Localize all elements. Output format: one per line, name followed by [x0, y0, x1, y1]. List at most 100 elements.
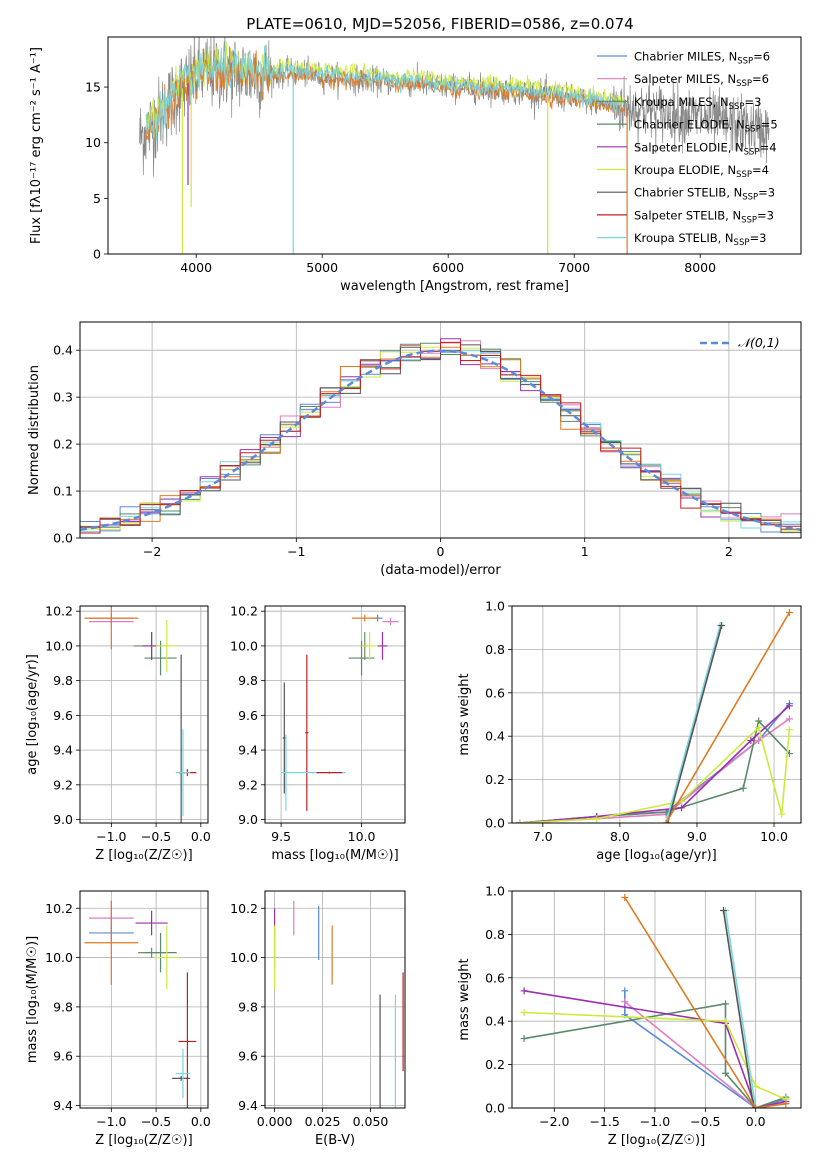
- y-tick-label: 0.4: [485, 729, 505, 744]
- y-tick-label: 9.6: [53, 708, 73, 723]
- series-marker: [520, 1035, 528, 1043]
- panel-spectrum: 4000 5000 6000 7000 8000 0 5 10 15 wavelength [An…: [29, 36, 802, 294]
- series-marker: [785, 702, 793, 710]
- series-line: [524, 1011, 787, 1101]
- y-tick-label: 1.0: [485, 599, 505, 614]
- x-tick-label: 0.050: [353, 1114, 389, 1129]
- series-marker: [721, 1069, 729, 1077]
- legend-suffix: =3: [749, 231, 766, 245]
- x-tick-label: 1: [581, 544, 589, 559]
- x-tick-label: −1: [287, 544, 305, 559]
- y-tick-label: 0.0: [53, 531, 73, 546]
- series-marker: [621, 998, 629, 1006]
- axes-frame: [79, 321, 802, 539]
- y-tick-label: 9.6: [53, 1049, 73, 1064]
- histogram-step: [80, 341, 801, 534]
- x-tick-label: −1.0: [96, 1114, 126, 1129]
- x-axis-label: Z [log₁₀(Z/Z☉)]: [608, 1133, 705, 1148]
- series-marker: [662, 819, 670, 823]
- axes-frame: [79, 890, 209, 1109]
- y-tick-label: 10.0: [45, 950, 73, 965]
- x-axis-label: mass [log₁₀(M/M☉)]: [271, 848, 398, 863]
- x-tick-label: 10.0: [760, 829, 788, 844]
- y-tick-label: 9.0: [238, 812, 258, 827]
- x-tick-label: −2.0: [539, 1114, 569, 1129]
- legend-subscript: SSP: [745, 125, 761, 135]
- panel-mass_weight_vs_Z: −2.0 −1.5 −1.0 −0.5 0.0 0.0 0.2 0.4 0.6 0.8 1.0 Z […: [457, 884, 802, 1148]
- x-tick-label: 0.025: [305, 1114, 341, 1129]
- y-tick-label: 9.4: [53, 743, 73, 758]
- x-tick-label: −0.5: [141, 1114, 171, 1129]
- series-marker: [678, 804, 686, 812]
- legend-suffix: =3: [757, 208, 774, 222]
- axes-frame: [107, 36, 802, 255]
- series-marker: [785, 609, 793, 617]
- x-tick-label: −1.0: [96, 829, 126, 844]
- y-tick-label: 10: [85, 135, 101, 150]
- plot-area: [84, 606, 197, 823]
- series-line: [665, 625, 721, 823]
- x-axis-label: (data-model)/error: [380, 563, 501, 578]
- legend-subscript: SSP: [744, 147, 760, 157]
- y-tick-label: 9.2: [53, 777, 73, 792]
- legend-subscript: SSP: [736, 170, 752, 180]
- y-tick-label: 1.0: [485, 884, 505, 899]
- plot-area: [520, 894, 790, 1108]
- legend-suffix: =6: [753, 50, 770, 64]
- y-tick-label: 9.2: [238, 777, 258, 792]
- panel-age_vs_Z: −1.0 −0.5 0.0 9.0 9.2 9.4 9.6 9.8 10.0 10.2 Z [log…: [25, 604, 211, 863]
- panel-mass_vs_Z: −1.0 −0.5 0.0 9.4 9.6 9.8 10.0 10.2 Z [log₁₀(Z/Z…: [25, 890, 211, 1148]
- x-tick-label: 0.000: [257, 1114, 293, 1129]
- x-tick-label: 8.0: [610, 829, 630, 844]
- x-tick-label: 2: [725, 544, 733, 559]
- plot-area: [273, 900, 404, 1108]
- y-tick-label: 9.8: [53, 673, 73, 688]
- x-tick-label: 4000: [180, 260, 212, 275]
- y-tick-label: 0.0: [485, 816, 505, 831]
- series-marker: [778, 810, 786, 818]
- legend-suffix: =4: [760, 140, 777, 154]
- series-marker: [755, 724, 763, 732]
- legend-suffix: =3: [744, 95, 761, 109]
- legend-label: Chabrier ELODIE, NSSP=5: [634, 118, 778, 135]
- panel-residual_histogram: −2 −1 0 1 2 0.0 0.1 0.2 0.3 0.4 (data-model)/error…: [27, 321, 802, 578]
- x-tick-label: −1.0: [640, 1114, 670, 1129]
- legend-label: Chabrier MILES, NSSP=6: [634, 50, 770, 67]
- legend-suffix: =6: [752, 72, 769, 86]
- series-line: [722, 910, 755, 1108]
- y-axis-label: Flux [fλ10⁻¹⁷ erg cm⁻² s⁻¹ A⁻¹]: [29, 47, 44, 244]
- y-tick-label: 0.2: [53, 437, 73, 452]
- legend-label: Salpeter STELIB, NSSP=3: [634, 208, 774, 225]
- y-tick-label: 9.8: [238, 673, 258, 688]
- plot-area: [84, 900, 197, 1108]
- x-axis-label: wavelength [Angstrom, rest frame]: [340, 279, 569, 294]
- legend-subscript: SSP: [734, 238, 750, 248]
- series-line: [724, 910, 757, 1108]
- y-tick-label: 0.8: [485, 642, 505, 657]
- series-marker: [752, 1082, 760, 1090]
- y-tick-label: 10.0: [230, 638, 258, 653]
- axes-frame: [264, 890, 406, 1109]
- y-axis-label: mass weight: [457, 673, 472, 755]
- y-tick-label: 0.0: [485, 1101, 505, 1116]
- series-marker: [755, 737, 763, 745]
- legend-label: Kroupa STELIB, NSSP=3: [634, 231, 766, 248]
- axes-frame: [79, 605, 209, 824]
- x-tick-label: 0.0: [191, 1114, 211, 1129]
- plot-area: [139, 37, 770, 254]
- y-tick-label: 10.0: [230, 950, 258, 965]
- y-tick-label: 9.8: [53, 999, 73, 1014]
- series-marker: [739, 784, 747, 792]
- series-marker: [520, 987, 528, 995]
- y-tick-label: 9.6: [238, 708, 258, 723]
- x-tick-label: 6000: [432, 260, 464, 275]
- y-tick-label: 10.2: [45, 604, 73, 619]
- x-tick-label: 0.0: [191, 829, 211, 844]
- series-marker: [718, 622, 726, 630]
- y-tick-label: 0.4: [53, 343, 73, 358]
- y-tick-label: 9.4: [238, 743, 258, 758]
- legend-label: Chabrier STELIB, NSSP=3: [634, 186, 775, 203]
- y-tick-label: 10.2: [45, 901, 73, 916]
- series-marker: [520, 1009, 528, 1017]
